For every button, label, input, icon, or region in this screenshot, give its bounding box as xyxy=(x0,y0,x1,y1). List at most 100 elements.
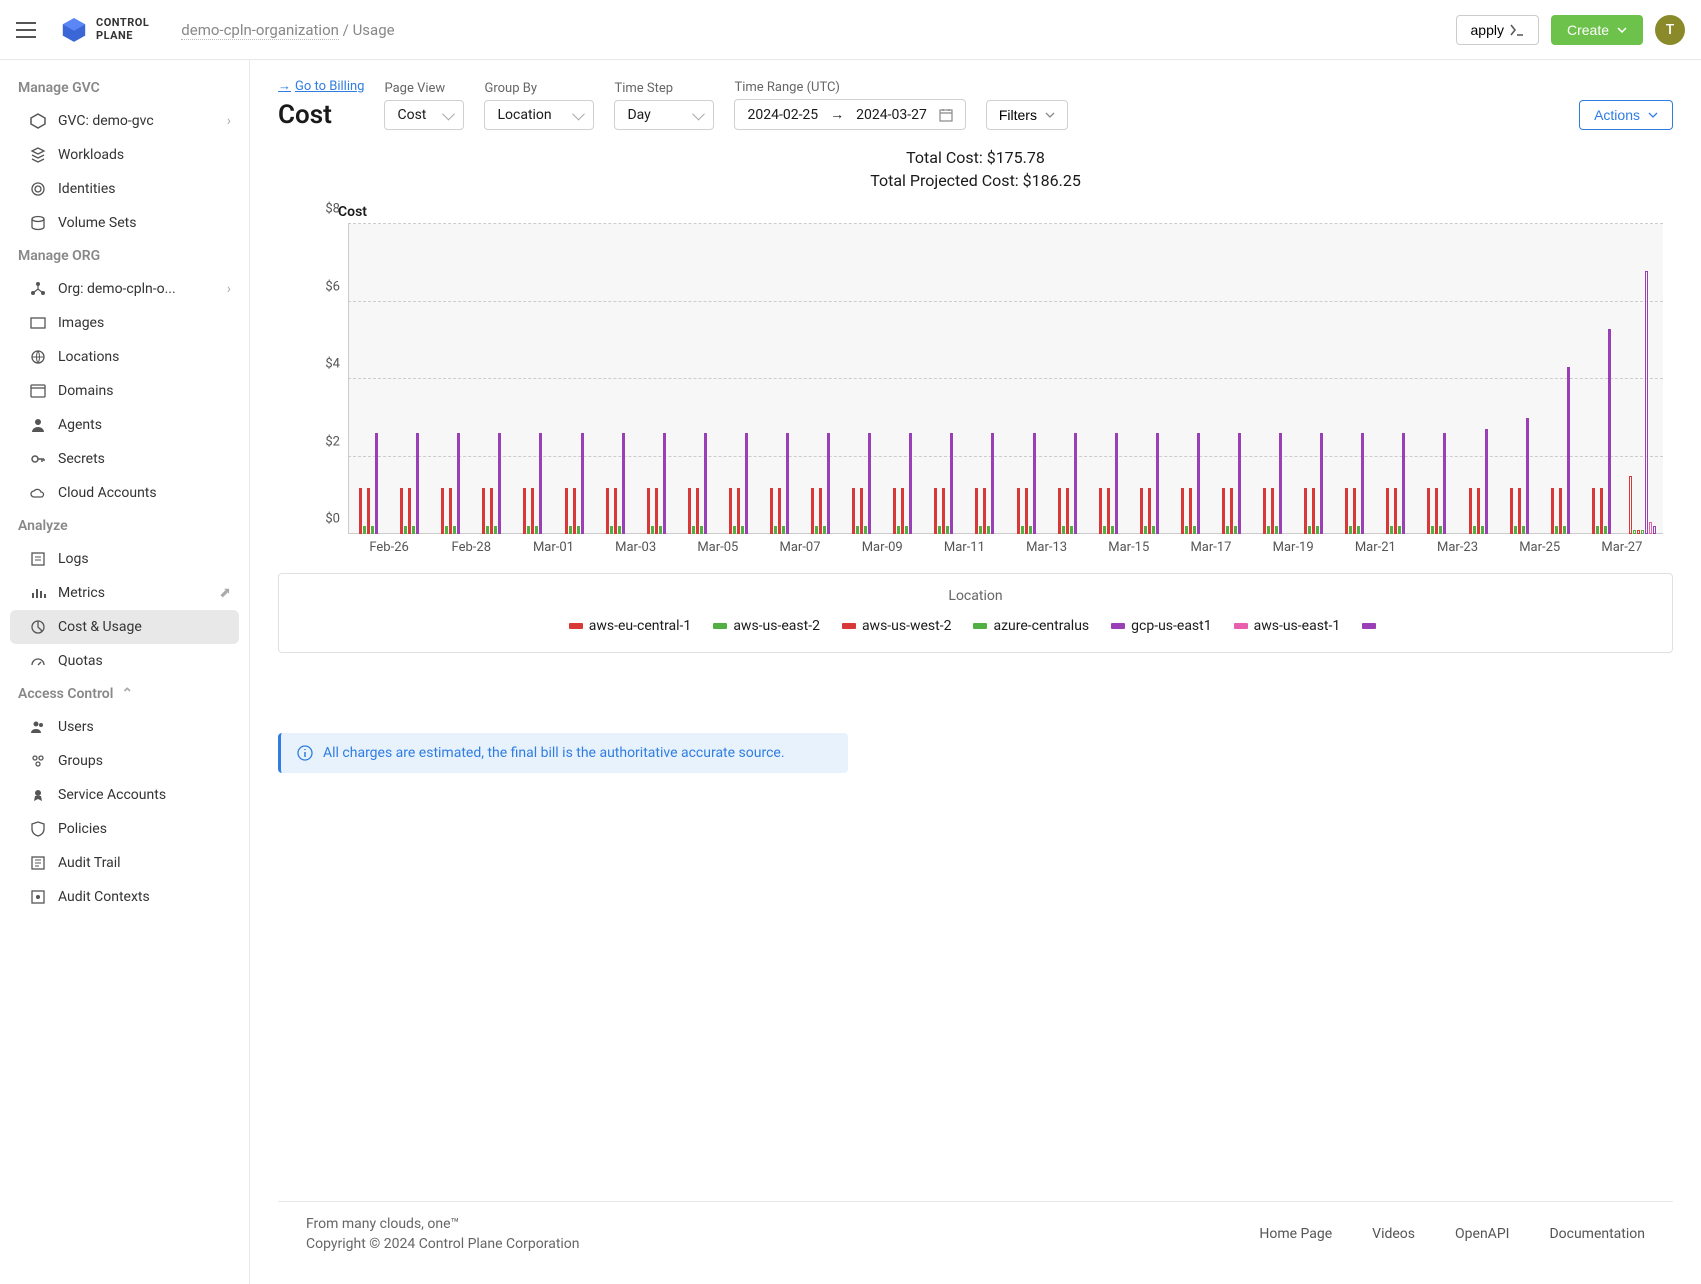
legend-item[interactable]: gcp-us-east1 xyxy=(1111,618,1211,634)
time-step-select[interactable]: Day xyxy=(614,100,714,130)
chart-day-group xyxy=(1293,224,1334,534)
sidebar-item-agents[interactable]: Agents xyxy=(0,408,249,442)
sidebar-item-logs[interactable]: Logs xyxy=(0,542,249,576)
chart-bar xyxy=(1156,433,1159,534)
chart-bar xyxy=(811,488,814,535)
logo-mark-icon xyxy=(60,16,88,44)
legend-item[interactable]: aws-us-east-2 xyxy=(713,618,820,634)
footer-link[interactable]: OpenAPI xyxy=(1455,1226,1509,1242)
chart-bar xyxy=(979,526,982,534)
sidebar-item-locations[interactable]: Locations xyxy=(0,340,249,374)
time-step-label: Time Step xyxy=(614,81,714,96)
chart-bar xyxy=(770,488,773,535)
logo[interactable]: CONTROLPLANE xyxy=(60,16,149,44)
chevron-down-icon xyxy=(1648,112,1658,118)
actions-button[interactable]: Actions xyxy=(1579,100,1673,130)
create-button[interactable]: Create xyxy=(1551,15,1643,45)
sidebar-item-quotas[interactable]: Quotas xyxy=(0,644,249,678)
chart-day-group xyxy=(471,224,512,534)
chart-bar xyxy=(1107,488,1110,535)
sidebar-item-metrics[interactable]: Metrics⬈ xyxy=(0,576,249,610)
chart-bar xyxy=(400,488,403,535)
chart-bar xyxy=(733,526,736,534)
chart-bar xyxy=(457,433,460,534)
chart-bar xyxy=(737,488,740,535)
chart-bar xyxy=(1361,433,1364,534)
sidebar-item-audit-contexts[interactable]: Audit Contexts xyxy=(0,880,249,914)
pie-chart-icon xyxy=(30,619,46,635)
chart-bar xyxy=(1427,488,1430,535)
header: CONTROLPLANE demo-cpln-organization / Us… xyxy=(0,0,1701,60)
x-axis-label: Mar-19 xyxy=(1252,534,1334,555)
sidebar-item-secrets[interactable]: Secrets xyxy=(0,442,249,476)
legend-item[interactable]: aws-eu-central-1 xyxy=(569,618,692,634)
legend-swatch xyxy=(1234,623,1248,629)
sidebar-item-audit-trail[interactable]: Audit Trail xyxy=(0,846,249,880)
chart-bar xyxy=(1600,488,1603,535)
sidebar-item-identities[interactable]: Identities xyxy=(0,172,249,206)
chart-bar xyxy=(819,488,822,535)
sidebar-item-images[interactable]: Images xyxy=(0,306,249,340)
sidebar-item-org[interactable]: Org: demo-cpln-o...› xyxy=(0,272,249,306)
menu-icon[interactable] xyxy=(16,22,36,38)
page-view-select[interactable]: Cost xyxy=(384,100,464,130)
sidebar-item-cloud-accounts[interactable]: Cloud Accounts xyxy=(0,476,249,510)
sidebar-item-groups[interactable]: Groups xyxy=(0,744,249,778)
chart-bar xyxy=(1518,488,1521,535)
sidebar-item-service-accounts[interactable]: Service Accounts xyxy=(0,778,249,812)
chart-bar xyxy=(1563,526,1566,534)
sidebar-item-volume-sets[interactable]: Volume Sets xyxy=(0,206,249,240)
sidebar-item-users[interactable]: Users xyxy=(0,710,249,744)
footer-link[interactable]: Home Page xyxy=(1259,1226,1332,1242)
chart-bar xyxy=(490,488,493,535)
sidebar-item-domains[interactable]: Domains xyxy=(0,374,249,408)
legend-swatch xyxy=(973,623,987,629)
org-icon xyxy=(30,281,46,297)
chart-bar xyxy=(614,488,617,535)
chart-bar xyxy=(1443,433,1446,534)
chart-bar xyxy=(416,433,419,534)
chart-bar xyxy=(531,488,534,535)
cloud-icon xyxy=(30,485,46,501)
apply-button[interactable]: apply xyxy=(1456,15,1539,45)
legend-item[interactable] xyxy=(1362,618,1382,634)
image-icon xyxy=(30,315,46,331)
sidebar-section-access[interactable]: Access Control⌃ xyxy=(0,678,249,710)
chart-bar xyxy=(1485,429,1488,534)
chart-day-group xyxy=(636,224,677,534)
breadcrumb-org-link[interactable]: demo-cpln-organization xyxy=(181,21,339,40)
chart-bar xyxy=(1025,488,1028,535)
filters-button[interactable]: Filters xyxy=(986,100,1068,130)
chart-bar xyxy=(371,526,374,534)
footer-link[interactable]: Videos xyxy=(1372,1226,1415,1242)
sidebar-item-policies[interactable]: Policies xyxy=(0,812,249,846)
chart-bar xyxy=(1469,488,1472,535)
legend-item[interactable]: azure-centralus xyxy=(973,618,1089,634)
chart-bar xyxy=(1234,526,1237,534)
legend-item[interactable]: aws-us-east-1 xyxy=(1234,618,1341,634)
chart-day-group xyxy=(882,224,923,534)
chart-bar xyxy=(1608,329,1611,534)
chart-bar xyxy=(864,526,867,534)
legend-swatch xyxy=(713,623,727,629)
chart-day-group xyxy=(430,224,471,534)
date-to: 2024-03-27 xyxy=(856,107,927,123)
chart-bar xyxy=(1103,526,1106,534)
legend-item[interactable]: aws-us-west-2 xyxy=(842,618,952,634)
chart-bar xyxy=(1649,522,1652,534)
avatar[interactable]: T xyxy=(1655,15,1685,45)
browser-icon xyxy=(30,383,46,399)
time-range-picker[interactable]: 2024-02-25 → 2024-03-27 xyxy=(734,99,965,130)
sidebar-item-cost-usage[interactable]: Cost & Usage xyxy=(10,610,239,644)
sidebar-item-workloads[interactable]: Workloads xyxy=(0,138,249,172)
sidebar-item-gvc[interactable]: GVC: demo-gvc› xyxy=(0,104,249,138)
calendar-icon xyxy=(939,108,953,122)
chart-bar xyxy=(1189,488,1192,535)
footer-link[interactable]: Documentation xyxy=(1549,1226,1645,1242)
go-to-billing-link[interactable]: → Go to Billing xyxy=(278,78,364,94)
group-by-select[interactable]: Location xyxy=(484,100,594,130)
chevron-right-icon: › xyxy=(227,113,231,129)
chart-bar xyxy=(897,526,900,534)
chart-bar xyxy=(482,488,485,535)
chart-bar xyxy=(1567,367,1570,534)
